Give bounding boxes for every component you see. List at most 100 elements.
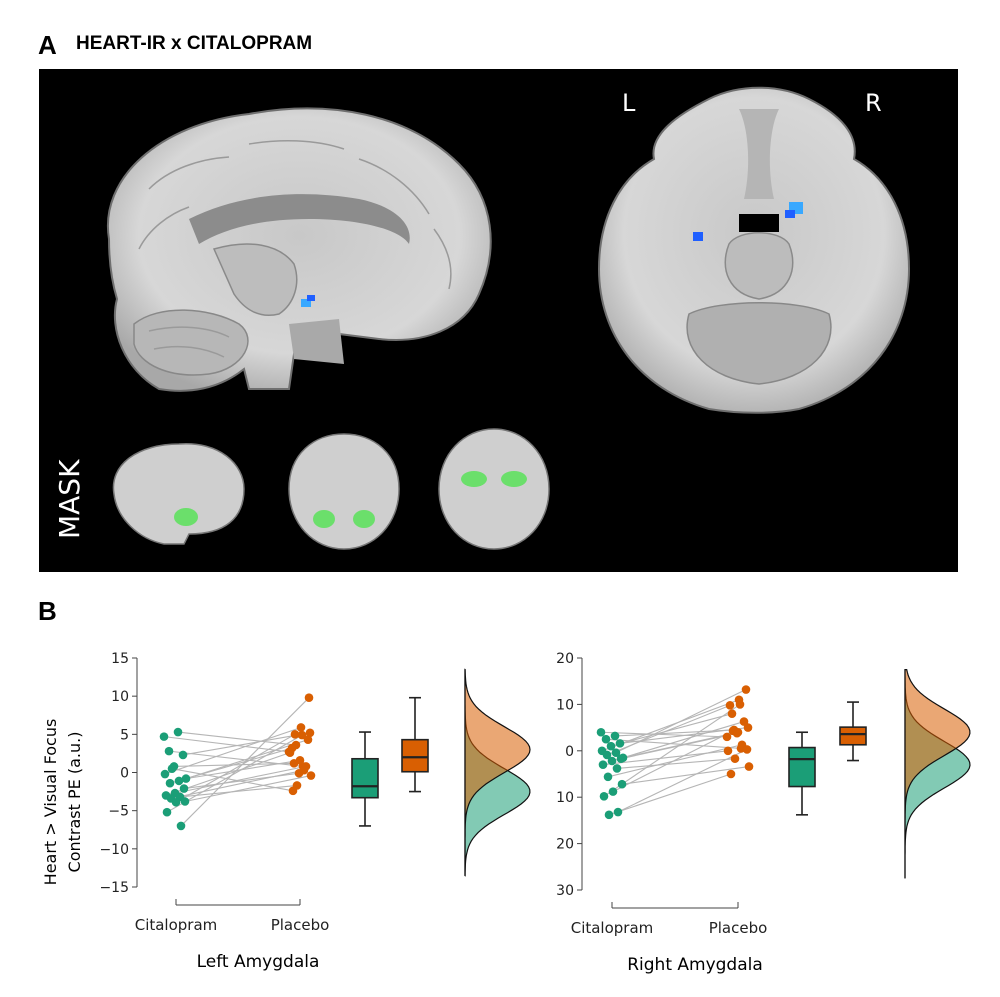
box-body — [401, 738, 429, 773]
citalopram-point — [612, 764, 622, 773]
placebo-point — [725, 701, 735, 710]
paired-line — [175, 733, 296, 803]
citalopram-point — [606, 741, 616, 751]
brain-figure: L R MASK — [53, 86, 911, 550]
citalopram-point — [165, 778, 175, 788]
citalopram-point — [610, 731, 620, 741]
citalopram-point — [601, 734, 611, 744]
paired-line — [174, 765, 307, 794]
citalopram-point — [174, 776, 184, 786]
placebo-point — [723, 746, 733, 756]
placebo-point — [744, 762, 754, 771]
paired-line — [612, 730, 734, 793]
paired-line — [179, 784, 298, 798]
panel-b-charts: Heart > Visual Focus Contrast PE (a.u.) … — [41, 651, 971, 975]
citalopram-point — [160, 769, 170, 779]
brain-image-panel: L R MASK — [39, 69, 958, 572]
x-axis-title: Left Amygdala — [197, 952, 320, 972]
citalopram-point — [179, 784, 189, 793]
citalopram-point — [603, 772, 613, 782]
citalopram-point — [615, 739, 625, 748]
mask-sagittal-thumb — [112, 443, 245, 545]
mask-coronal-thumb — [288, 433, 400, 550]
x-tick-label: Citalopram — [135, 916, 218, 934]
citalopram-point — [167, 764, 177, 773]
left-hemisphere-label: L — [622, 89, 636, 117]
paired-line — [166, 734, 303, 813]
y-tick-label: 20 — [556, 837, 574, 853]
paired-line — [617, 748, 748, 813]
citalopram-point — [178, 750, 188, 760]
paired-line — [180, 697, 310, 827]
paired-line — [606, 704, 731, 756]
box-body — [839, 726, 867, 746]
x-tick-label: Citalopram — [571, 919, 654, 937]
citalopram-point — [173, 727, 183, 737]
placebo-point — [295, 755, 305, 765]
placebo-point — [739, 717, 749, 726]
placebo-point — [722, 732, 732, 742]
paired-line — [611, 721, 745, 762]
y-tick-label: −15 — [99, 880, 129, 896]
placebo-density — [464, 668, 531, 876]
paired-line — [601, 699, 740, 752]
y-tick-label: 0 — [565, 744, 574, 760]
y-tick-label: 20 — [556, 651, 574, 667]
citalopram-point — [596, 727, 606, 737]
citalopram-point — [618, 753, 628, 763]
y-tick-label: 10 — [556, 697, 574, 713]
citalopram-point — [602, 750, 612, 760]
placebo-point — [303, 735, 313, 744]
citalopram-point — [162, 807, 172, 817]
citalopram-point — [180, 797, 190, 806]
placebo-point — [727, 709, 737, 718]
citalopram-point — [176, 821, 186, 831]
placebo-point — [741, 685, 751, 694]
placebo-point — [297, 730, 307, 740]
placebo-point — [306, 771, 316, 780]
placebo-point — [726, 769, 736, 779]
panel-b-letter: B — [38, 596, 57, 626]
right-hemisphere-label: R — [865, 89, 882, 117]
y-tick-label: 30 — [556, 883, 574, 899]
paired-line — [622, 731, 739, 759]
citalopram-point — [607, 756, 617, 766]
placebo-point — [304, 693, 314, 702]
panel-a-title: HEART-IR x CITALOPRAM — [76, 33, 313, 54]
citalopram-point — [613, 807, 623, 817]
box-body — [351, 757, 379, 799]
citalopram-point — [164, 746, 174, 756]
y-tick-label: 5 — [120, 727, 129, 743]
citalopram-point — [617, 779, 627, 789]
y-axis-label: Heart > Visual Focus Contrast PE (a.u.) — [41, 719, 84, 886]
x-axis-title: Right Amygdala — [627, 955, 763, 975]
axial-brain — [597, 86, 911, 414]
citalopram-point — [171, 797, 181, 807]
box-body — [788, 746, 816, 788]
paired-line — [177, 731, 297, 746]
sagittal-blob — [301, 299, 311, 307]
paired-line — [616, 758, 736, 769]
placebo-point — [742, 745, 752, 754]
y-axis-label-line1: Heart > Visual Focus — [41, 719, 60, 886]
placebo-point — [296, 723, 306, 732]
placebo-point — [305, 728, 315, 738]
citalopram-point — [598, 760, 608, 770]
citalopram-point — [611, 748, 621, 757]
paired-line — [164, 726, 302, 775]
paired-line — [610, 713, 733, 747]
citalopram-point — [608, 787, 618, 796]
mask-label: MASK — [53, 459, 86, 539]
paired-line — [171, 768, 294, 792]
paired-line — [185, 759, 301, 780]
paired-line — [600, 731, 728, 738]
sagittal-brain — [106, 107, 492, 392]
x-tick-label: Placebo — [271, 916, 330, 934]
panel-a-letter: A — [38, 30, 57, 60]
paired-line — [608, 773, 732, 816]
axial-blob-left — [693, 232, 703, 241]
y-axis-label-line2: Contrast PE (a.u.) — [65, 732, 84, 873]
placebo-point — [730, 754, 740, 763]
citalopram-point — [599, 791, 609, 801]
y-tick-label: −5 — [108, 804, 129, 820]
